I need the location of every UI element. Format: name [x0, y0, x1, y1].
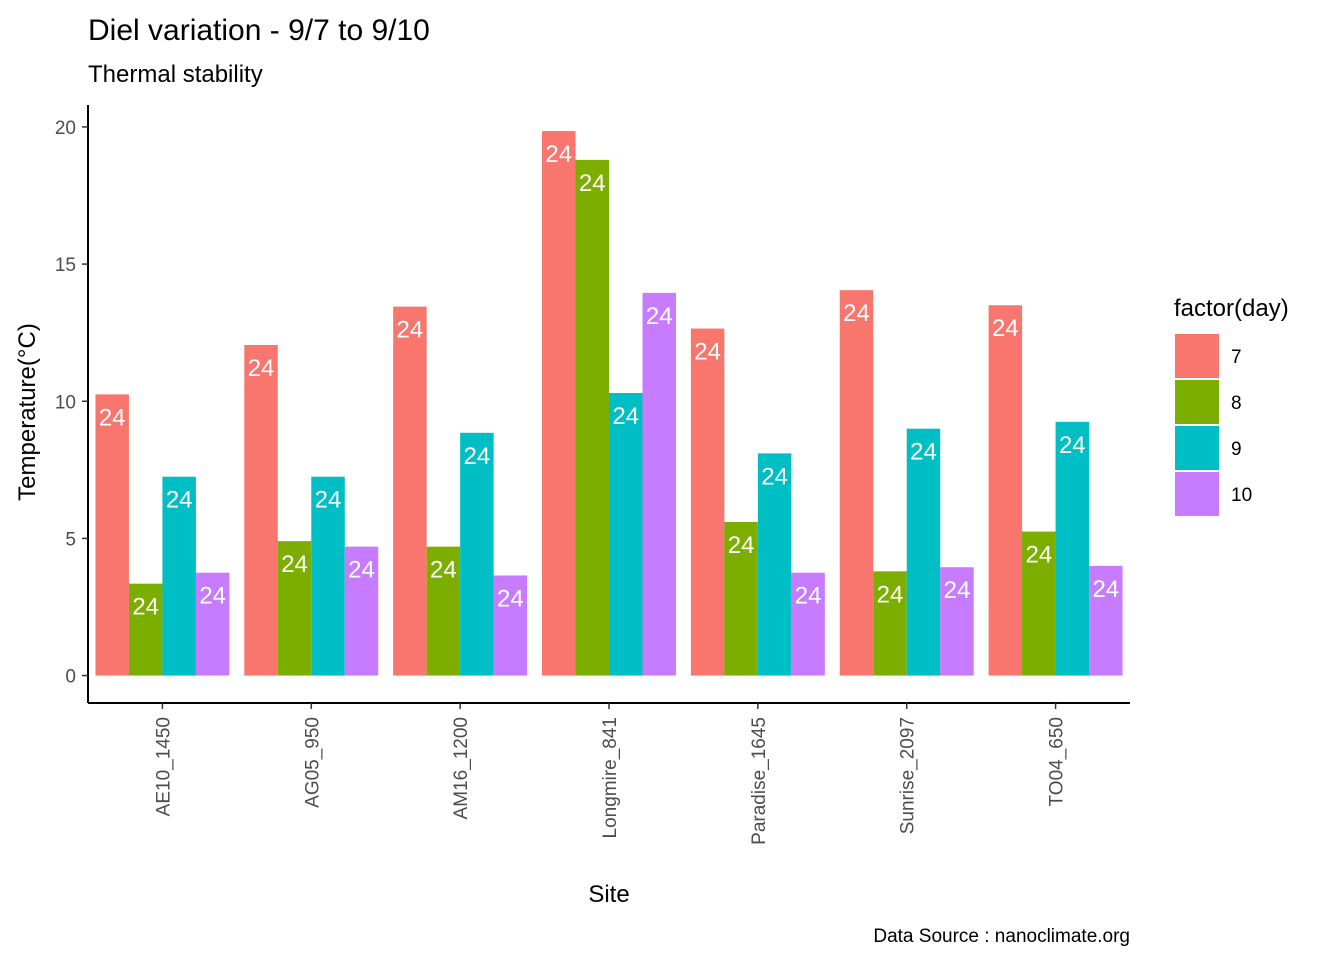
- bar: [575, 159, 609, 676]
- bar: [195, 572, 230, 676]
- bar: [344, 546, 379, 676]
- chart-caption: Data Source : nanoclimate.org: [873, 926, 1130, 947]
- legend-key: [1175, 334, 1219, 378]
- chart-title: Diel variation - 9/7 to 9/10: [88, 14, 430, 47]
- legend-key: [1175, 380, 1219, 424]
- x-tick-label: Paradise_1645: [749, 717, 770, 845]
- bar-data-label: 24: [545, 141, 572, 168]
- y-tick-label: 0: [65, 667, 76, 688]
- bar: [940, 567, 974, 676]
- bar-data-label: 24: [497, 585, 524, 612]
- plot-area: 0 5 10 15 20 24 24 24 24 AE10_1450 24 24 24 24 AG05_95…: [55, 105, 1130, 845]
- x-tick-label: Longmire_841: [600, 717, 621, 838]
- legend: factor(day) 7 8 9 10: [1174, 295, 1289, 516]
- x-tick-label: AE10_1450: [153, 717, 174, 816]
- bar: [1089, 565, 1123, 676]
- x-tick-label: AG05_950: [302, 717, 323, 808]
- legend-key: [1175, 426, 1219, 470]
- bar: [873, 571, 907, 676]
- bar-data-label: 24: [1025, 542, 1052, 569]
- bar-data-label: 24: [843, 300, 870, 327]
- bar-data-label: 24: [430, 557, 457, 584]
- bar: [724, 521, 758, 676]
- bar: [244, 345, 278, 676]
- legend-label: 10: [1231, 485, 1252, 506]
- bar: [493, 575, 528, 676]
- bar: [690, 328, 725, 676]
- legend-label: 9: [1231, 439, 1242, 460]
- legend-title: factor(day): [1174, 295, 1289, 322]
- y-tick-label: 15: [55, 255, 76, 276]
- bar: [988, 305, 1023, 676]
- legend-label: 7: [1231, 347, 1242, 368]
- bar: [906, 428, 941, 676]
- bar-data-label: 24: [579, 170, 606, 197]
- x-tick-label: Sunrise_2097: [898, 717, 919, 834]
- bar-data-label: 24: [348, 557, 375, 584]
- bar: [609, 393, 643, 676]
- bar-data-label: 24: [694, 339, 721, 366]
- bar-data-label: 24: [877, 581, 904, 608]
- y-tick-label: 5: [65, 529, 76, 550]
- bar: [95, 394, 129, 676]
- y-tick-label: 10: [55, 392, 76, 413]
- bar-data-label: 24: [464, 443, 491, 470]
- bar: [542, 131, 576, 676]
- bar-data-label: 24: [795, 583, 822, 610]
- bar-data-label: 24: [248, 355, 275, 382]
- legend-key: [1175, 472, 1219, 516]
- bar: [791, 572, 825, 676]
- bar: [162, 476, 196, 676]
- bar-data-label: 24: [281, 551, 308, 578]
- bar-data-label: 24: [612, 403, 639, 430]
- bar: [642, 292, 676, 676]
- bar: [460, 432, 494, 676]
- bar-data-label: 24: [1059, 432, 1086, 459]
- bar-data-label: 24: [646, 303, 673, 330]
- bar-data-label: 24: [910, 439, 937, 466]
- x-tick-label: AM16_1200: [451, 717, 472, 819]
- legend-label: 8: [1231, 393, 1242, 414]
- bar: [277, 541, 312, 676]
- x-tick-label: TO04_650: [1047, 717, 1068, 806]
- bar-data-label: 24: [132, 594, 159, 621]
- bar: [311, 476, 345, 676]
- x-axis-title: Site: [588, 881, 629, 908]
- bar: [128, 583, 163, 676]
- bar: [839, 290, 874, 676]
- bar-data-label: 24: [397, 317, 424, 344]
- bar: [1022, 531, 1056, 676]
- bar: [757, 453, 792, 676]
- bar-data-label: 24: [761, 463, 788, 490]
- bar-data-label: 24: [728, 532, 755, 559]
- bar-data-label: 24: [166, 487, 193, 514]
- bar-data-label: 24: [315, 487, 342, 514]
- y-axis-title: Temperature(°C): [14, 323, 41, 501]
- bar-data-label: 24: [992, 315, 1019, 342]
- y-tick-label: 20: [55, 118, 76, 139]
- bar-data-label: 24: [944, 577, 971, 604]
- bar-data-label: 24: [199, 583, 226, 610]
- bar: [1055, 421, 1090, 676]
- bar-data-label: 24: [1092, 576, 1119, 603]
- chart-subtitle: Thermal stability: [88, 61, 263, 88]
- bar: [393, 306, 427, 676]
- bar: [426, 546, 461, 676]
- bar-data-label: 24: [99, 404, 126, 431]
